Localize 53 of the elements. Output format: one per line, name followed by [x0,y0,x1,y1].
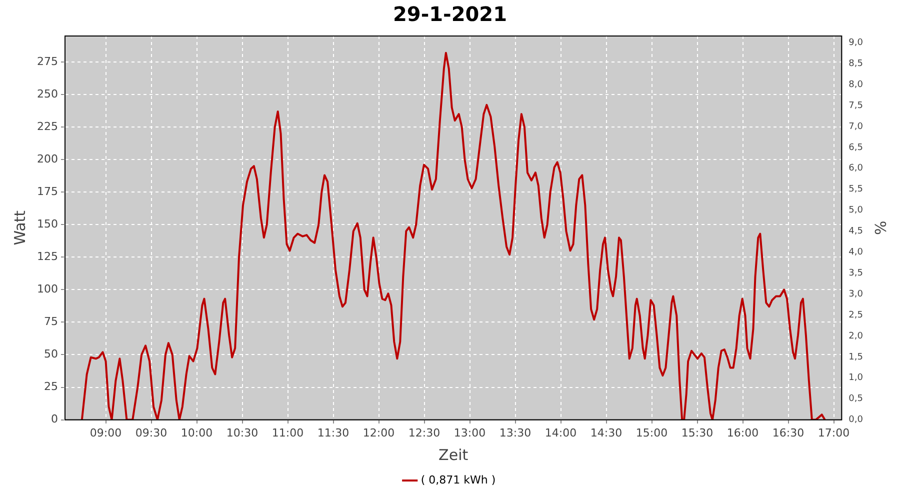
x-tick-label: 11:00 [272,426,304,440]
y-tick-label: 275 [36,54,58,68]
chart-title: 29-1-2021 [392,2,508,26]
y2-tick-label: 2,0 [848,331,864,342]
y2-tick-label: 8,0 [848,80,864,90]
y2-tick-label: 5,0 [848,206,864,216]
x-tick-label: 13:00 [454,426,486,440]
y-tick-label: 75 [44,315,58,328]
y-tick-label: 225 [36,120,58,133]
y2-tick-label: 7,5 [848,100,864,111]
y2-tick-label: 4,5 [848,226,864,237]
x-axis-title: Zeit [438,446,468,464]
y2-tick-label: 3,5 [848,268,864,278]
y2-tick-label: 6,0 [848,164,864,174]
x-tick-label: 10:30 [226,426,258,440]
y2-tick-label: 8,5 [848,58,864,69]
x-tick-label: 09:00 [90,426,122,440]
y2-tick-label: 4,0 [848,248,864,258]
x-tick-label: 15:30 [681,426,714,440]
y-tick-label: 0 [50,412,58,426]
x-tick-label: 17:00 [818,426,850,440]
y2-tick-label: 0,0 [848,415,864,426]
y-tick-label: 150 [36,218,58,231]
x-tick-label: 10:00 [180,426,213,440]
y2-tick-label: 1,0 [848,373,864,384]
y2-tick-label: 9,0 [848,38,864,48]
x-tick-label: 14:30 [590,426,622,440]
x-tick-label: 16:00 [726,426,759,440]
y-tick-label: 200 [36,152,58,166]
x-tick-label: 16:30 [772,426,804,440]
y2-tick-label: 6,5 [848,142,864,153]
x-tick-label: 13:30 [499,426,532,440]
y2-tick-label: 5,5 [848,184,864,195]
x-tick-label: 12:30 [408,426,440,440]
legend-label: ( 0,871 kWh ) [420,473,496,486]
y2-tick-label: 0,5 [848,394,864,404]
y-tick-label: 175 [36,184,58,198]
x-tick-label: 11:30 [317,426,350,440]
y2-tick-label: 2,5 [848,310,864,320]
y-axis-title: Watt [10,210,29,246]
x-tick-label: 09:30 [135,426,168,440]
y-tick-label: 50 [44,348,58,361]
x-tick-label: 14:00 [544,426,577,440]
y-tick-label: 25 [44,380,58,394]
y-tick-label: 250 [36,87,58,100]
y2-tick-label: 3,0 [848,289,864,300]
x-tick-label: 12:00 [362,426,395,440]
y2-axis-title: % [871,220,890,236]
y2-tick-label: 7,0 [848,122,864,132]
y-tick-label: 125 [36,250,58,264]
y2-tick-label: 1,5 [848,352,864,362]
x-tick-label: 15:00 [636,426,668,440]
y-tick-label: 100 [36,282,58,296]
